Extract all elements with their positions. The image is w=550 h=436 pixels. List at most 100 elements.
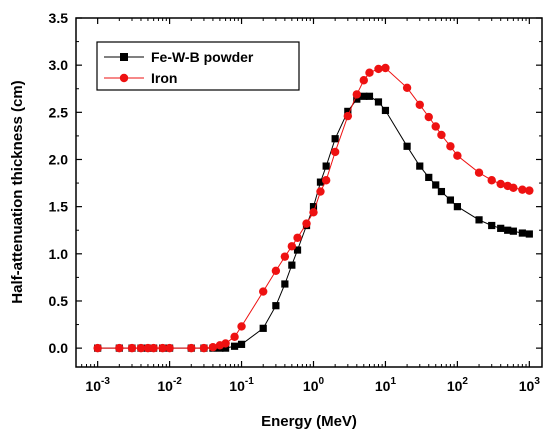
data-point-iron xyxy=(115,343,124,353)
data-point-iron xyxy=(187,343,196,353)
x-tick-label: 10-2 xyxy=(157,376,182,394)
data-point-iron xyxy=(221,339,230,348)
data-point-fe-w-b-powder xyxy=(509,227,517,235)
data-point-iron xyxy=(158,343,167,353)
axis-ticks: 10-3 10-2 10-1 100 101 102 1030.00.51.01.52.02… xyxy=(49,10,542,394)
data-point-iron xyxy=(208,342,218,352)
y-tick-label: 1.0 xyxy=(49,246,69,262)
data-point-iron xyxy=(309,208,318,217)
data-point-fe-w-b-powder xyxy=(331,135,339,143)
y-tick-label: 2.5 xyxy=(49,104,69,120)
y-tick-label: 0.5 xyxy=(49,293,69,309)
x-tick-exponent: 3 xyxy=(534,376,540,387)
data-point-iron xyxy=(437,130,446,140)
series-line-fe-w-b-powder xyxy=(97,95,530,349)
data-point-fe-w-b-powder xyxy=(230,342,239,350)
x-tick-base: 10 xyxy=(447,378,463,394)
x-tick-label: 100 xyxy=(303,376,325,394)
data-point-fe-w-b-powder xyxy=(360,92,368,100)
data-point-iron xyxy=(431,122,440,131)
data-point-fe-w-b-powder xyxy=(344,107,352,115)
x-tick-exponent: 1 xyxy=(390,376,396,387)
data-point-iron xyxy=(402,83,412,93)
data-point-fe-w-b-powder xyxy=(237,340,246,348)
data-point-fe-w-b-powder xyxy=(353,95,361,103)
data-point-fe-w-b-powder xyxy=(322,162,330,170)
data-point-fe-w-b-powder xyxy=(432,181,440,189)
data-point-iron xyxy=(381,63,390,73)
data-point-iron xyxy=(293,233,302,242)
data-point-fe-w-b-powder xyxy=(365,92,374,100)
plot-frame xyxy=(75,17,543,368)
data-point-fe-w-b-powder xyxy=(446,196,455,204)
legend-box xyxy=(96,41,300,91)
data-point-fe-w-b-powder xyxy=(272,302,280,310)
x-axis-label: Energy (MeV) xyxy=(261,413,357,430)
y-tick-label: 3.5 xyxy=(49,10,69,26)
data-point-iron xyxy=(343,111,353,121)
legend: Fe-W-B powder Iron xyxy=(96,41,300,91)
data-point-fe-w-b-powder xyxy=(288,261,296,269)
data-point-iron xyxy=(487,176,496,185)
data-point-iron xyxy=(321,176,331,185)
x-tick-base: 10 xyxy=(85,378,101,394)
data-point-iron xyxy=(474,168,484,177)
data-point-iron xyxy=(496,179,505,189)
data-point-fe-w-b-powder xyxy=(416,162,424,170)
x-tick-base: 10 xyxy=(303,378,319,394)
data-point-fe-w-b-powder xyxy=(259,324,267,332)
data-point-iron xyxy=(518,185,527,194)
data-point-iron xyxy=(316,187,325,196)
legend-label-iron: Iron xyxy=(151,70,177,86)
x-tick-exponent: 2 xyxy=(462,376,468,387)
data-point-fe-w-b-powder xyxy=(403,142,411,150)
y-tick-label: 0.0 xyxy=(49,340,69,356)
data-point-fe-w-b-powder xyxy=(497,224,505,232)
data-point-iron xyxy=(446,142,455,151)
x-tick-label: 103 xyxy=(519,376,541,394)
data-point-iron xyxy=(330,147,340,157)
x-tick-base: 10 xyxy=(157,378,173,394)
data-point-iron xyxy=(302,219,311,228)
x-tick-exponent: 0 xyxy=(319,376,325,387)
data-point-iron xyxy=(374,64,383,74)
data-point-iron xyxy=(453,151,462,160)
y-axis-label: Half-attenuation thickness (cm) xyxy=(9,80,26,303)
data-point-fe-w-b-powder xyxy=(309,203,318,211)
data-point-iron xyxy=(127,343,137,353)
data-point-iron xyxy=(287,242,297,251)
data-point-iron xyxy=(415,100,424,109)
data-point-iron xyxy=(165,343,174,353)
x-tick-label: 102 xyxy=(447,376,469,394)
data-point-iron xyxy=(359,76,368,85)
data-point-fe-w-b-powder xyxy=(425,173,433,182)
data-point-iron xyxy=(136,343,146,353)
data-point-iron xyxy=(424,112,433,122)
data-point-fe-w-b-powder xyxy=(488,221,496,230)
data-point-fe-w-b-powder xyxy=(293,246,302,254)
x-tick-base: 10 xyxy=(375,378,391,394)
x-tick-base: 10 xyxy=(519,378,535,394)
data-point-iron xyxy=(271,266,281,275)
x-tick-exponent: -2 xyxy=(173,376,182,387)
legend-label-fe-w-b: Fe-W-B powder xyxy=(151,49,254,65)
data-point-iron xyxy=(509,183,518,192)
data-point-fe-w-b-powder xyxy=(453,203,461,211)
data-point-iron xyxy=(149,343,158,353)
data-point-iron xyxy=(259,287,268,296)
data-point-iron xyxy=(280,252,290,261)
data-point-fe-w-b-powder xyxy=(381,106,390,115)
data-point-fe-w-b-powder xyxy=(221,344,230,352)
data-point-fe-w-b-powder xyxy=(437,187,446,196)
data-point-iron xyxy=(365,68,374,77)
y-tick-label: 2.0 xyxy=(49,151,69,167)
data-point-iron xyxy=(230,332,239,342)
data-point-fe-w-b-powder xyxy=(281,280,289,288)
x-tick-label: 10-3 xyxy=(85,376,110,394)
data-point-iron xyxy=(199,343,209,353)
x-tick-label: 10-1 xyxy=(229,376,254,394)
x-tick-label: 101 xyxy=(375,376,397,394)
x-tick-exponent: -3 xyxy=(101,376,110,387)
